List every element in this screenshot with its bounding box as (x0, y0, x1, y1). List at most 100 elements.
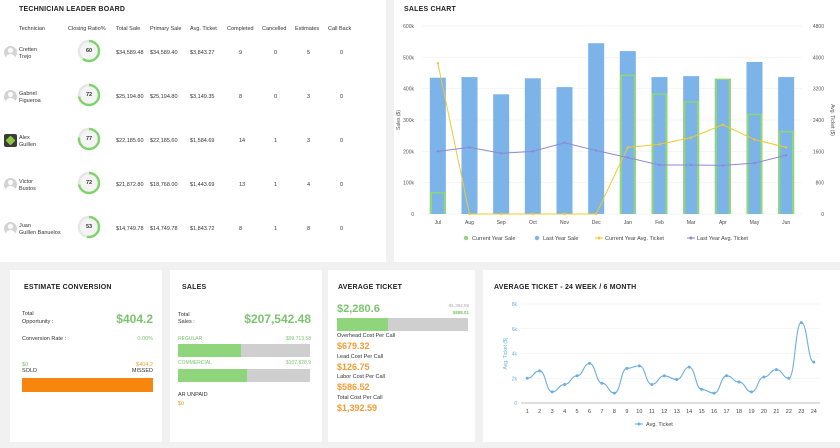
cell-total: $14,749.78 (116, 226, 144, 232)
x-tick-label: 20 (761, 409, 767, 415)
cell-estimates: 3 (307, 94, 311, 100)
technician-first-name[interactable]: Alex (19, 135, 30, 141)
x-tick-label: 1 (526, 409, 529, 415)
technician-last-name[interactable]: Trejo (19, 54, 32, 60)
technician-first-name[interactable]: Gabriel (19, 91, 37, 97)
bar-current-year-sale-top (651, 93, 668, 95)
sales-panel: SALES Total Sales : $207,542.48 REGULAR … (170, 270, 322, 442)
line-point (531, 150, 535, 153)
avg-ticket-point (525, 376, 529, 380)
cell-avg: $3,149.35 (190, 94, 215, 100)
line-point (468, 212, 471, 216)
x-tick-label: 23 (798, 409, 804, 415)
x-tick-label: 10 (636, 409, 642, 415)
avg-ticket-point (787, 376, 791, 380)
cell-primary: $25,194.80 (150, 94, 178, 100)
x-tick-label: 12 (661, 409, 667, 415)
cell-avg: $1,584.69 (190, 138, 215, 144)
technician-first-name[interactable]: Cretten (19, 47, 38, 53)
line-point (499, 152, 503, 155)
x-tick-label: 15 (699, 409, 705, 415)
x-tick-label: 22 (786, 409, 792, 415)
technician-first-name[interactable]: Juan (19, 223, 31, 229)
y-tick-label: 4k (512, 352, 518, 358)
line-point (468, 146, 471, 149)
avg-ticket-point (749, 390, 753, 394)
header-estimates[interactable]: Estimates (295, 26, 320, 32)
y2-axis-label: Avg. Ticket ($) (829, 104, 835, 136)
line-point (594, 212, 598, 216)
line-point (594, 149, 598, 152)
line-point (436, 150, 440, 153)
avg-ticket-point (625, 366, 629, 370)
target-difference: -$1,392.59 (447, 303, 469, 308)
x-tick-label: 13 (674, 409, 680, 415)
header-technician[interactable]: Technician (19, 26, 45, 32)
header-closing-ratio[interactable]: Closing Ratio% (68, 26, 106, 32)
header-total-sale[interactable]: Total Sale (116, 26, 141, 32)
technician-last-name[interactable]: Guillen (19, 142, 37, 148)
header-avg-ticket[interactable]: Avg. Ticket (190, 26, 217, 32)
y2-tick-label: 2400 (813, 118, 824, 124)
cell-total: $21,872.80 (116, 182, 144, 188)
technician-last-name[interactable]: Guillen Banuelos (19, 230, 61, 236)
avg-ticket-point (637, 364, 641, 368)
closing-ratio-ring (77, 83, 101, 107)
cell-callback: 0 (340, 50, 344, 56)
bar-current-year-sale (651, 93, 654, 214)
commercial-label: COMMERCIAL (178, 360, 212, 366)
bar-last-year-sale (429, 77, 446, 214)
x-tick-label: 18 (736, 409, 742, 415)
bar-current-year-sale-top (429, 192, 446, 194)
header-primary-sale[interactable]: Primary Sale (150, 26, 182, 32)
technician-first-name[interactable]: Victor (19, 179, 33, 185)
line-point (436, 62, 440, 65)
x-tick-label: 7 (600, 409, 603, 415)
table-row[interactable]: Gabriel Figueroa 72 $25,194.80 $25,194.80 $3,… (0, 79, 386, 123)
x-tick-label: 16 (711, 409, 717, 415)
legend-label: Current Year Avg. Ticket (605, 236, 664, 242)
x-tick-label: Jun (782, 220, 790, 226)
legend-item: Current Year Sale (463, 235, 515, 242)
closing-ratio-ring (77, 127, 101, 151)
cell-callback: 0 (340, 94, 344, 100)
bar-current-year-sale (683, 101, 686, 214)
bar-current-year-sale-top (619, 74, 636, 77)
closing-ratio-value: 72 (85, 92, 93, 98)
technician-last-name[interactable]: Figueroa (19, 98, 41, 104)
table-row[interactable]: Juan Guillen Banuelos 53 $14,749.78 $14,749.… (0, 211, 386, 255)
table-row[interactable]: Cretten Trejo 60 $34,589.48 $34,589.40 $3,843… (0, 35, 386, 79)
cost-label: Total Cost Per Call (337, 394, 383, 401)
bar-last-year-sale (619, 51, 636, 214)
y-tick-label: 500k (403, 55, 414, 61)
cell-total: $34,589.48 (116, 50, 144, 56)
table-row[interactable]: Victor Bustos 72 $21,872.80 $18,768.00 $1,443… (0, 167, 386, 211)
x-tick-label: 19 (748, 409, 754, 415)
y-axis-label: Avg. Ticket ($) (503, 337, 509, 369)
cell-estimates: 8 (307, 226, 311, 232)
x-tick-label: Apr (719, 220, 727, 226)
avg-ticket-line (527, 322, 815, 394)
bar-current-year-sale-top (714, 78, 731, 81)
ar-unpaid-label: AR UNPAID (178, 392, 208, 398)
cell-completed: 13 (239, 182, 246, 188)
table-row[interactable]: Alex Guillen 77 $22,185.60 $22,185.60 $1,584.… (0, 123, 386, 167)
bar-last-year-sale (524, 78, 541, 215)
cell-cancelled: 0 (274, 94, 278, 100)
avg-ticket-point (737, 380, 741, 384)
line-current-year-avg-ticket (437, 63, 787, 215)
line-point (753, 161, 756, 165)
user-avatar-icon (4, 46, 17, 59)
avg-ticket-point (725, 374, 729, 378)
closing-ratio-value: 72 (85, 180, 93, 186)
bar-current-year-sale-edge (791, 130, 795, 214)
header-call-back[interactable]: Call Back (328, 26, 352, 32)
cell-completed: 8 (239, 226, 243, 232)
y-tick-label: 0 (514, 401, 517, 407)
average-ticket-value: $2,280.6 (337, 303, 380, 315)
header-cancelled[interactable]: Cancelled (262, 26, 287, 32)
regular-bar-fill (178, 344, 242, 357)
technician-last-name[interactable]: Bustos (19, 186, 36, 192)
leader-board-title: TECHNICIAN LEADER BOARD (19, 6, 126, 13)
header-completed[interactable]: Completed (227, 26, 254, 32)
